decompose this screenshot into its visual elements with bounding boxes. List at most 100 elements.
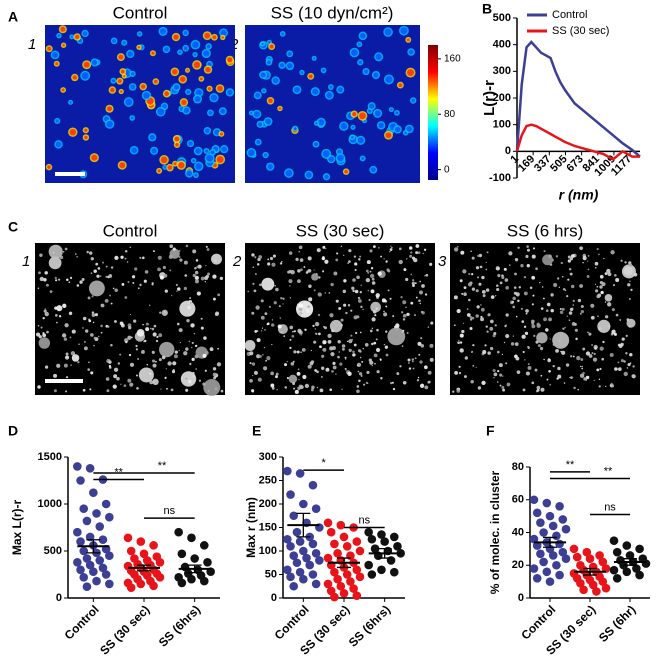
spot: [610, 382, 613, 385]
x-tick-label: SS (6hrs): [346, 602, 393, 649]
spot: [251, 311, 255, 315]
spot: [509, 264, 511, 266]
spot: [176, 290, 178, 292]
data-point: [352, 591, 362, 600]
legend-label: Control: [552, 9, 587, 21]
spot: [203, 336, 207, 340]
spot: [337, 326, 339, 329]
spot: [469, 326, 473, 331]
spot: [572, 304, 575, 306]
spot: [89, 280, 105, 297]
image-title: Control: [113, 3, 168, 22]
spot: [162, 104, 167, 109]
spot: [289, 285, 291, 287]
spot: [553, 283, 558, 288]
spot: [369, 329, 373, 333]
data-point: [149, 581, 158, 591]
spot: [604, 315, 609, 319]
spot: [470, 250, 472, 252]
spot: [490, 319, 494, 324]
spot: [570, 284, 575, 289]
spot: [337, 355, 340, 359]
spot: [454, 324, 456, 327]
spot: [260, 299, 264, 303]
spot: [333, 271, 338, 276]
data-point: [286, 572, 295, 582]
x-tick-label: Control: [272, 602, 312, 642]
spot: [471, 272, 474, 276]
spot: [270, 383, 275, 388]
spot: [400, 311, 404, 314]
spot: [352, 289, 355, 293]
spot: [368, 109, 372, 113]
y-tick-label: 50: [265, 568, 277, 580]
data-point: [389, 567, 399, 577]
spot: [163, 166, 166, 169]
data-point: [311, 549, 321, 558]
spot: [415, 244, 420, 248]
spot: [289, 297, 292, 299]
spot: [183, 31, 188, 35]
spot: [359, 331, 362, 334]
spot: [617, 367, 622, 372]
spot: [570, 355, 573, 358]
spot: [548, 317, 552, 322]
data-point: [330, 592, 339, 602]
spot: [264, 312, 268, 316]
data-point: [592, 587, 601, 596]
spot: [107, 325, 110, 328]
spot: [582, 256, 587, 261]
image-number: 2: [232, 253, 242, 270]
spot: [416, 378, 420, 382]
data-point: [555, 570, 564, 580]
spot: [57, 34, 61, 37]
spot: [420, 310, 424, 314]
spot: [493, 331, 497, 336]
spot: [597, 315, 599, 317]
spot: [344, 169, 348, 174]
error-bar: [623, 558, 637, 566]
error-bar: [543, 536, 557, 548]
spot: [61, 333, 67, 338]
spot: [272, 77, 279, 84]
spot: [301, 347, 306, 352]
spot: [581, 365, 583, 368]
spot: [369, 249, 373, 253]
spot: [481, 289, 486, 294]
spot: [217, 347, 219, 350]
spot: [258, 283, 262, 287]
spot: [328, 156, 334, 162]
scale-bar: [55, 172, 85, 176]
data-point: [545, 511, 555, 521]
spot: [151, 350, 155, 354]
spot: [207, 87, 212, 91]
spot: [348, 339, 353, 344]
spot: [72, 75, 77, 80]
data-point: [532, 508, 542, 518]
spot: [356, 385, 360, 388]
spot: [261, 327, 264, 329]
data-point: [339, 589, 349, 598]
spot: [351, 49, 358, 56]
spot: [75, 253, 77, 255]
data-point: [323, 579, 333, 589]
spot: [306, 172, 312, 178]
spot: [456, 308, 461, 314]
data-point: [289, 581, 299, 591]
spot: [297, 368, 300, 371]
error-bar: [86, 539, 101, 554]
spot: [139, 283, 142, 287]
spot: [498, 363, 503, 368]
spot: [91, 313, 96, 318]
spot: [258, 354, 262, 358]
spot: [112, 384, 117, 389]
panel-label: D: [8, 423, 18, 439]
spot: [255, 273, 257, 275]
spot: [625, 352, 628, 355]
spot: [499, 373, 503, 377]
spot: [564, 289, 567, 292]
spot: [427, 326, 430, 328]
spot: [485, 288, 490, 292]
spot: [429, 357, 434, 362]
spot: [337, 154, 344, 162]
